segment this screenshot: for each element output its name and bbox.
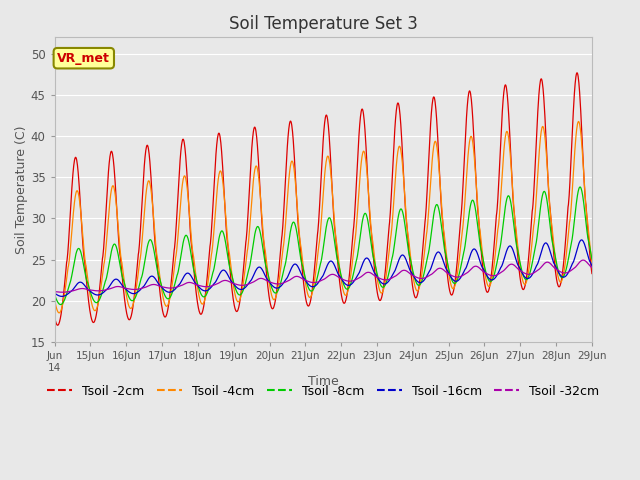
Tsoil -16cm: [477, 262, 485, 267]
Tsoil -8cm: [57, 302, 65, 308]
Line: Tsoil -32cm: Tsoil -32cm: [54, 260, 592, 292]
Tsoil -16cm: [157, 284, 165, 290]
Tsoil -32cm: [231, 281, 239, 287]
Tsoil -4cm: [55, 310, 63, 316]
Tsoil -4cm: [231, 289, 239, 295]
Tsoil -32cm: [407, 272, 415, 277]
Tsoil -2cm: [573, 70, 581, 76]
Tsoil -8cm: [407, 259, 415, 264]
Tsoil -32cm: [59, 289, 67, 295]
Tsoil -16cm: [171, 287, 179, 293]
Tsoil -2cm: [171, 245, 179, 251]
Tsoil -4cm: [157, 286, 165, 291]
Tsoil -16cm: [588, 263, 596, 269]
Title: Soil Temperature Set 3: Soil Temperature Set 3: [229, 15, 418, 33]
Tsoil -2cm: [477, 246, 485, 252]
Line: Tsoil -2cm: Tsoil -2cm: [54, 73, 592, 325]
Tsoil -16cm: [407, 269, 415, 275]
Tsoil -16cm: [231, 282, 239, 288]
Tsoil -8cm: [157, 282, 165, 288]
Tsoil -8cm: [231, 283, 239, 289]
Tsoil -16cm: [58, 293, 66, 299]
Tsoil -4cm: [575, 119, 582, 124]
Tsoil -2cm: [54, 323, 61, 328]
Tsoil -8cm: [576, 184, 584, 190]
Tsoil -4cm: [51, 297, 58, 303]
Tsoil -2cm: [157, 301, 165, 307]
Line: Tsoil -8cm: Tsoil -8cm: [54, 187, 592, 305]
Tsoil -32cm: [51, 289, 58, 295]
Tsoil -4cm: [525, 269, 532, 275]
Tsoil -4cm: [171, 264, 179, 269]
Line: Tsoil -4cm: Tsoil -4cm: [54, 121, 592, 313]
Tsoil -32cm: [525, 272, 532, 277]
Tsoil -4cm: [588, 260, 596, 265]
Tsoil -8cm: [477, 247, 485, 252]
Tsoil -32cm: [588, 264, 596, 270]
Tsoil -8cm: [171, 282, 179, 288]
Tsoil -4cm: [407, 257, 415, 263]
Tsoil -2cm: [407, 269, 415, 275]
Tsoil -2cm: [51, 314, 58, 320]
Tsoil -32cm: [171, 285, 179, 290]
Y-axis label: Soil Temperature (C): Soil Temperature (C): [15, 125, 28, 254]
Legend: Tsoil -2cm, Tsoil -4cm, Tsoil -8cm, Tsoil -16cm, Tsoil -32cm: Tsoil -2cm, Tsoil -4cm, Tsoil -8cm, Tsoi…: [42, 380, 604, 403]
Tsoil -2cm: [525, 256, 532, 262]
Tsoil -2cm: [231, 304, 239, 310]
Tsoil -32cm: [477, 267, 485, 273]
Text: VR_met: VR_met: [58, 52, 110, 65]
Tsoil -16cm: [525, 276, 532, 281]
Tsoil -8cm: [525, 274, 532, 280]
Tsoil -16cm: [578, 237, 586, 243]
Tsoil -2cm: [588, 271, 596, 276]
X-axis label: Time: Time: [308, 375, 339, 388]
Tsoil -4cm: [477, 238, 485, 243]
Tsoil -8cm: [51, 292, 58, 298]
Tsoil -8cm: [588, 256, 596, 262]
Tsoil -32cm: [579, 257, 587, 263]
Tsoil -32cm: [157, 284, 165, 289]
Tsoil -16cm: [51, 290, 58, 296]
Line: Tsoil -16cm: Tsoil -16cm: [54, 240, 592, 296]
